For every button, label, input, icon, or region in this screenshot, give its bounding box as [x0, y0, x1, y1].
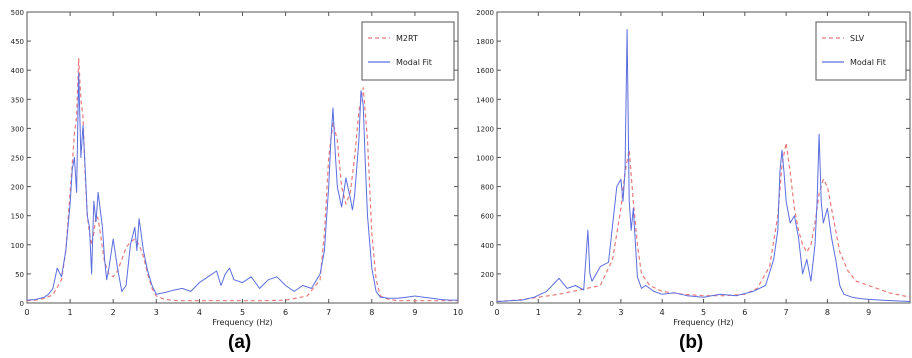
x-tick-label: 2 [577, 308, 582, 317]
legend-entry: SLV [850, 34, 865, 43]
x-tick-label: 8 [369, 308, 374, 317]
chart-panel-b: 0 1 2 3 4 5 6 7 8 9 0 200 400 600 800 1000 1200 1400 1600 1… [476, 9, 911, 327]
series-line-m2rt [26, 57, 458, 302]
panel-label-a: (a) [228, 332, 252, 353]
x-tick-label: 5 [240, 308, 245, 317]
legend-box [815, 21, 907, 81]
chart-figure: 0 1 2 3 4 5 6 7 8 9 100501001502002503003504004505… [11, 9, 911, 327]
x-tick-label: 7 [326, 308, 331, 317]
legend-box [361, 21, 455, 81]
x-tick-label: 8 [825, 308, 830, 317]
legend-entry: Modal Fit [850, 58, 886, 67]
x-axis-label: Frequency (Hz) [212, 318, 272, 327]
y-tick-label: 400 [11, 67, 24, 75]
x-tick-label: 3 [154, 308, 159, 317]
y-tick-label: 50 [15, 271, 24, 279]
y-tick-label: 2000 [476, 9, 494, 17]
y-tick-label: 400 [481, 242, 494, 250]
y-tick-label: 0 [20, 300, 24, 308]
y-tick-label: 300 [11, 125, 24, 133]
x-tick-label: 4 [197, 308, 202, 317]
x-axis-label: Frequency (Hz) [673, 318, 733, 327]
x-tick-label: 1 [68, 308, 73, 317]
y-tick-label: 1800 [476, 38, 494, 46]
series-line-modal-fit [496, 29, 911, 302]
y-tick-label: 1400 [476, 96, 494, 104]
y-tick-label: 150 [11, 213, 24, 221]
y-tick-label: 450 [11, 38, 24, 46]
y-tick-label: 1600 [476, 67, 494, 75]
y-tick-label: 600 [481, 213, 494, 221]
y-tick-label: 500 [11, 9, 24, 17]
y-tick-label: 250 [11, 155, 24, 163]
y-tick-label: 1000 [476, 155, 494, 163]
legend: SLV Modal Fit [815, 21, 907, 81]
y-tick-label: 100 [11, 242, 24, 250]
series-line-modal-fit [26, 72, 458, 301]
x-tick-label: 6 [283, 308, 288, 317]
y-tick-label: 350 [11, 96, 24, 104]
x-tick-label: 4 [660, 308, 665, 317]
x-tick-label: 9 [866, 308, 871, 317]
series-line-slv [496, 142, 911, 303]
x-tick-label: 7 [784, 308, 789, 317]
x-tick-label: 1 [536, 308, 541, 317]
x-tick-label: 3 [618, 308, 623, 317]
panel-label-b: (b) [679, 332, 704, 353]
y-tick-label: 0 [490, 300, 494, 308]
legend-entry: Modal Fit [396, 58, 432, 67]
x-tick-label: 6 [742, 308, 747, 317]
x-tick-label: 9 [412, 308, 417, 317]
y-tick-label: 1200 [476, 125, 494, 133]
x-tick-label: 10 [453, 308, 463, 317]
legend: M2RT Modal Fit [361, 21, 455, 81]
x-tick-label: 5 [701, 308, 706, 317]
y-tick-label: 800 [481, 184, 494, 192]
legend-entry: M2RT [396, 34, 418, 43]
x-tick-label: 0 [494, 308, 499, 317]
x-tick-label: 2 [111, 308, 116, 317]
chart-panel-a: 0 1 2 3 4 5 6 7 8 9 100501001502002503003504004505… [11, 9, 463, 327]
x-tick-label: 0 [24, 308, 29, 317]
y-tick-label: 200 [11, 184, 24, 192]
y-tick-label: 200 [481, 271, 494, 279]
